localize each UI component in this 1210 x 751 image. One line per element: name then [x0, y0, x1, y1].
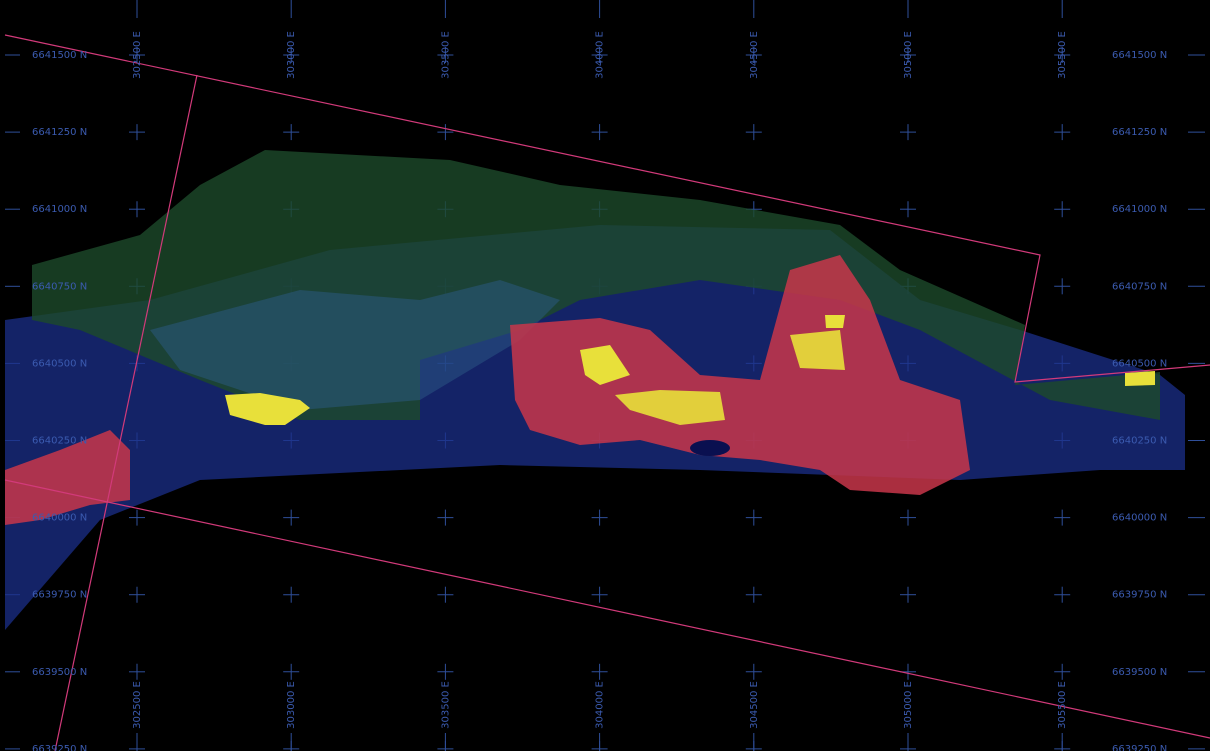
easting-label: 305000 E	[903, 681, 914, 729]
easting-label: 304000 E	[595, 681, 606, 729]
northing-label: 6639250 N	[32, 744, 87, 751]
easting-label: 304000 E	[595, 31, 606, 79]
northing-label: 6639750 N	[1112, 590, 1167, 601]
yellow-body	[1125, 371, 1155, 386]
yellow-body	[615, 390, 725, 425]
yellow-body	[225, 393, 310, 425]
void	[690, 440, 730, 456]
easting-label: 303000 E	[286, 681, 297, 729]
yellow-body	[825, 315, 845, 328]
easting-label: 302500 E	[132, 31, 143, 79]
easting-label: 305000 E	[903, 31, 914, 79]
northing-label: 6640250 N	[1112, 436, 1167, 447]
easting-label: 303000 E	[286, 31, 297, 79]
easting-label: 303500 E	[440, 681, 451, 729]
yellow-body	[790, 330, 845, 370]
easting-label: 302500 E	[132, 681, 143, 729]
yellow-body	[580, 345, 630, 385]
overlap-zone	[150, 280, 560, 410]
red-orebody-west	[5, 430, 130, 525]
boundary-line	[4, 34, 1210, 383]
labels: 302500 E 302500 E 303000 E 303000 E 303500 E…	[32, 31, 1167, 751]
northing-label: 6639750 N	[32, 590, 87, 601]
easting-label: 303500 E	[440, 31, 451, 79]
northing-label: 6641250 N	[1112, 127, 1167, 138]
easting-label: 304500 E	[749, 31, 760, 79]
northing-label: 6641500 N	[1112, 50, 1167, 61]
northing-label: 6639500 N	[32, 667, 87, 678]
northing-label: 6640500 N	[1112, 358, 1167, 369]
northing-label: 6641000 N	[1112, 204, 1167, 215]
easting-label: 304500 E	[749, 681, 760, 729]
easting-label: 305500 E	[1057, 31, 1068, 79]
northing-label: 6639250 N	[1112, 744, 1167, 751]
northing-label: 6641000 N	[32, 204, 87, 215]
easting-label: 305500 E	[1057, 681, 1068, 729]
northing-label: 6639500 N	[1112, 667, 1167, 678]
northing-label: 6640750 N	[1112, 281, 1167, 292]
northing-label: 6640250 N	[32, 436, 87, 447]
northing-label: 6640000 N	[1112, 513, 1167, 524]
boundary-line	[54, 74, 198, 751]
northing-label: 6641250 N	[32, 127, 87, 138]
northing-label: 6640500 N	[32, 358, 87, 369]
boundary-line	[4, 479, 1210, 739]
northing-label: 6641500 N	[32, 50, 87, 61]
northing-label: 6640000 N	[32, 513, 87, 524]
red-orebody-main	[510, 255, 970, 495]
northing-label: 6640750 N	[32, 281, 87, 292]
